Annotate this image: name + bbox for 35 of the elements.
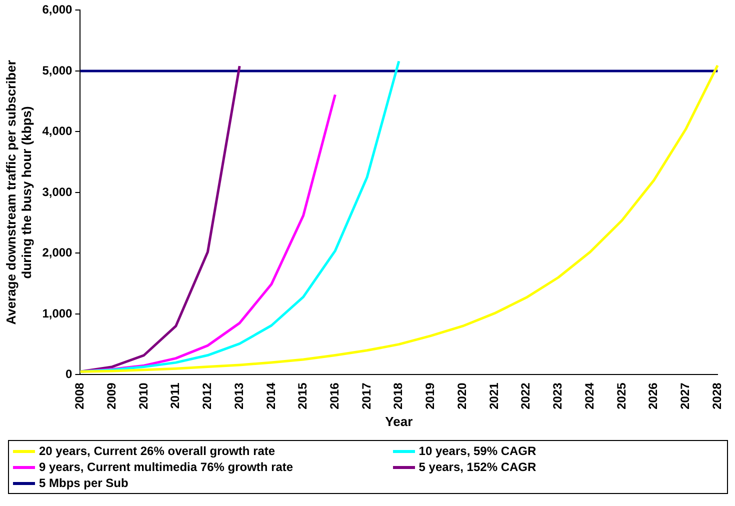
y-tick-label: 0 bbox=[66, 367, 73, 382]
x-tick-label: 2024 bbox=[582, 382, 596, 410]
x-axis-title: Year bbox=[385, 414, 413, 429]
legend-label: 20 years, Current 26% overall growth rate bbox=[39, 444, 276, 458]
x-tick-label: 2022 bbox=[518, 382, 533, 410]
x-tick-label: 2019 bbox=[423, 382, 438, 410]
y-axis-title: Average downstream traffic per subscriber during the busy hour (kbps) bbox=[3, 60, 34, 325]
x-tick-label: 2018 bbox=[391, 382, 406, 410]
x-tick-label: 2011 bbox=[168, 382, 182, 409]
y-tick-label: 6,000 bbox=[42, 2, 73, 17]
x-tick-label: 2027 bbox=[678, 382, 692, 410]
y-tick-label: 5,000 bbox=[42, 63, 73, 78]
x-tick-label: 2017 bbox=[359, 382, 374, 410]
x-tick-label: 2015 bbox=[296, 382, 310, 410]
x-tick-label: 2009 bbox=[104, 382, 118, 410]
x-tick-label: 2021 bbox=[486, 382, 501, 410]
x-tick-label: 2013 bbox=[232, 382, 246, 410]
x-tick-label: 2025 bbox=[614, 382, 628, 410]
legend-label: 5 Mbps per Sub bbox=[39, 476, 128, 490]
x-tick-label: 2026 bbox=[646, 382, 660, 410]
x-tick-label: 2028 bbox=[710, 382, 724, 410]
legend-label: 5 years, 152% CAGR bbox=[418, 460, 536, 474]
y-tick-label: 3,000 bbox=[42, 184, 73, 199]
y-tick-label: 1,000 bbox=[42, 306, 73, 320]
x-tick-label: 2012 bbox=[200, 382, 214, 410]
x-tick-label: 2010 bbox=[136, 382, 150, 410]
y-tick-label: 4,000 bbox=[42, 124, 73, 138]
x-tick-label: 2014 bbox=[264, 382, 278, 410]
y-tick-label: 2,000 bbox=[42, 246, 73, 260]
legend-label: 10 years, 59% CAGR bbox=[418, 444, 536, 458]
x-tick-label: 2023 bbox=[550, 382, 565, 410]
legend-label: 9 years, Current multimedia 76% growth rate bbox=[39, 460, 294, 474]
x-tick-label: 2008 bbox=[72, 382, 87, 410]
x-tick-label: 2016 bbox=[327, 382, 342, 410]
x-tick-label: 2020 bbox=[454, 382, 469, 410]
